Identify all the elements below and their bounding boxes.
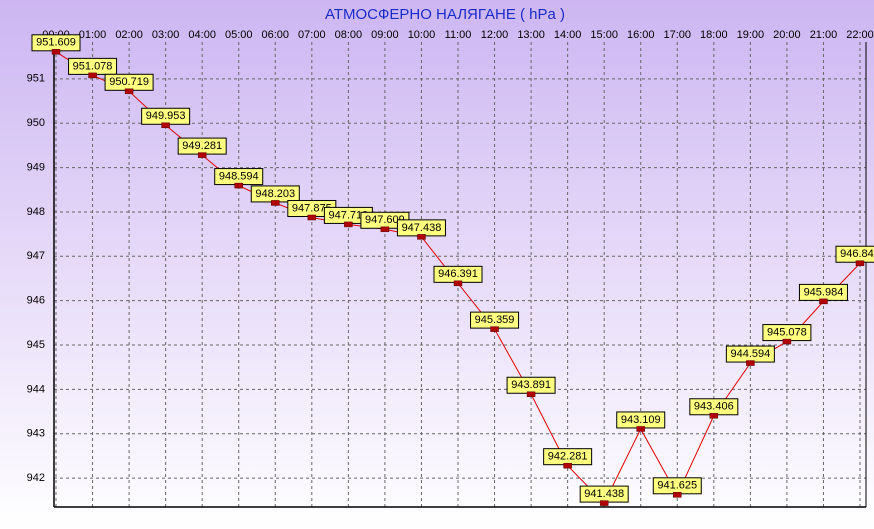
x-tick-label: 12:00 — [481, 29, 509, 41]
x-tick-label: 05:00 — [225, 29, 253, 41]
point — [746, 360, 755, 366]
value-label: 947.875 — [292, 202, 332, 214]
value-label: 945.359 — [475, 314, 515, 326]
x-tick-label: 19:00 — [737, 29, 765, 41]
value-label: 946.391 — [438, 268, 478, 280]
point — [417, 234, 426, 240]
x-tick-label: 11:00 — [445, 29, 472, 41]
point — [51, 49, 61, 55]
y-tick-label: 948 — [27, 206, 45, 218]
point — [855, 260, 865, 266]
x-tick-label: 14:00 — [554, 29, 582, 41]
point — [161, 122, 170, 129]
value-label: 945.984 — [804, 286, 844, 298]
value-label: 943.406 — [694, 401, 734, 413]
x-tick-label: 10:00 — [408, 29, 436, 41]
x-tick-label: 01:00 — [79, 29, 107, 41]
y-tick-label: 950 — [27, 117, 45, 129]
point — [563, 462, 572, 469]
point — [673, 492, 682, 498]
point — [307, 214, 317, 221]
value-label: 941.438 — [584, 488, 624, 500]
x-tick-label: 16:00 — [627, 29, 655, 41]
value-label: 946.844 — [840, 248, 874, 260]
point — [344, 221, 353, 228]
point — [636, 426, 645, 432]
y-tick-label: 949 — [27, 161, 45, 173]
value-label: 949.281 — [182, 140, 222, 152]
x-tick-label: 17:00 — [664, 29, 692, 41]
value-label: 949.953 — [146, 110, 186, 122]
point — [380, 226, 390, 233]
value-label: 947.438 — [402, 222, 442, 234]
point — [124, 88, 134, 95]
point — [490, 326, 499, 332]
y-tick-label: 945 — [27, 339, 45, 351]
point — [197, 152, 207, 158]
value-label: 947.719 — [328, 209, 368, 221]
y-tick-label: 947 — [27, 250, 45, 262]
y-tick-label: 951 — [27, 73, 45, 85]
x-tick-label: 21:00 — [810, 29, 838, 41]
value-label: 948.203 — [255, 188, 295, 200]
value-label: 943.109 — [621, 414, 661, 426]
value-label: 947.609 — [365, 214, 405, 226]
point — [782, 338, 792, 345]
point — [234, 182, 243, 189]
y-tick-label: 942 — [27, 472, 45, 484]
point — [271, 200, 280, 206]
x-tick-label: 18:00 — [700, 29, 728, 41]
x-tick-label: 07:00 — [298, 29, 326, 41]
point — [599, 500, 609, 506]
point — [819, 298, 828, 305]
x-tick-label: 03:00 — [152, 29, 180, 41]
value-label: 951.078 — [73, 60, 113, 72]
point — [526, 391, 536, 398]
x-tick-label: 06:00 — [262, 29, 290, 41]
x-tick-label: 02:00 — [115, 29, 143, 41]
value-label: 948.594 — [219, 170, 259, 182]
value-label: 950.719 — [109, 76, 149, 88]
chart-title: АТМОСФЕРНО НАЛЯГАНЕ ( hPa ) — [325, 6, 565, 23]
value-label: 941.625 — [657, 480, 697, 492]
value-label: 942.281 — [548, 451, 588, 463]
x-tick-label: 09:00 — [371, 29, 399, 41]
y-tick-label: 946 — [27, 295, 45, 307]
x-tick-label: 08:00 — [335, 29, 363, 41]
value-label: 943.891 — [511, 379, 551, 391]
x-tick-label: 13:00 — [517, 29, 545, 41]
value-label: 944.594 — [730, 348, 770, 360]
point — [709, 413, 719, 419]
value-label: 951.609 — [36, 37, 76, 49]
y-tick-label: 943 — [27, 428, 45, 440]
x-tick-label: 20:00 — [773, 29, 801, 41]
x-tick-label: 22:00 — [846, 29, 874, 41]
x-tick-label: 15:00 — [590, 29, 618, 41]
value-label: 945.078 — [767, 326, 807, 338]
x-tick-label: 04:00 — [188, 29, 216, 41]
y-tick-label: 944 — [27, 383, 45, 395]
point — [453, 280, 463, 287]
point — [88, 72, 97, 79]
